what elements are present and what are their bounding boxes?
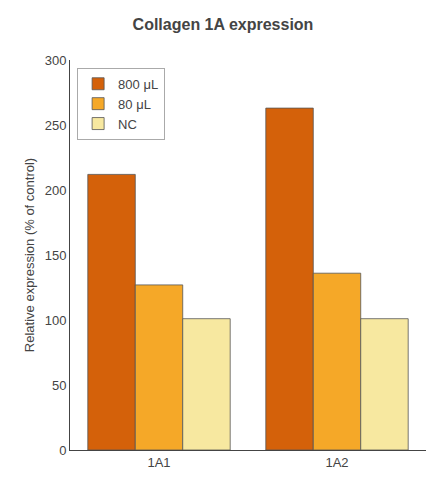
svg-text:0: 0 <box>59 443 66 458</box>
svg-text:80 μL: 80 μL <box>118 97 151 112</box>
svg-text:50: 50 <box>52 378 66 393</box>
svg-text:150: 150 <box>45 248 67 263</box>
svg-text:300: 300 <box>45 53 67 68</box>
svg-text:200: 200 <box>45 183 67 198</box>
svg-text:NC: NC <box>118 117 137 132</box>
svg-text:250: 250 <box>45 118 67 133</box>
svg-text:1A2: 1A2 <box>325 455 348 470</box>
svg-text:1A1: 1A1 <box>147 455 170 470</box>
svg-text:Collagen 1A expression: Collagen 1A expression <box>133 16 314 33</box>
svg-text:800 μL: 800 μL <box>118 77 158 92</box>
svg-text:Relative expression (% of cont: Relative expression (% of control) <box>22 158 37 352</box>
svg-text:100: 100 <box>45 313 67 328</box>
